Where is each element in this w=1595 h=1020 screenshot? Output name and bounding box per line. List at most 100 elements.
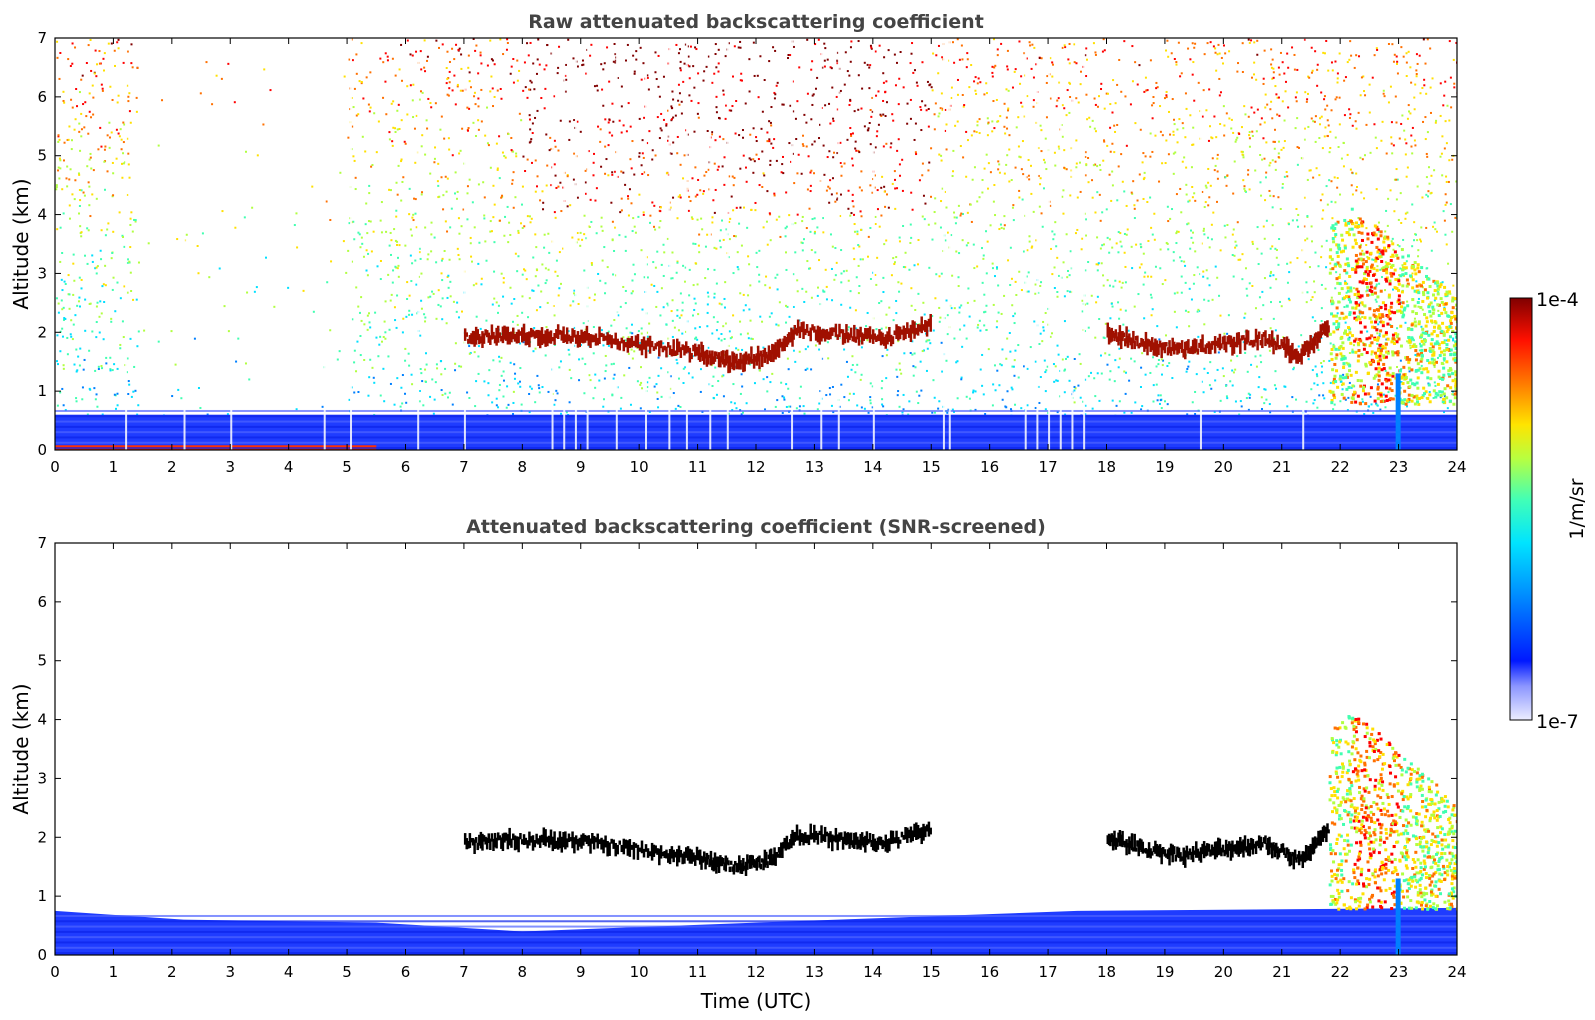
noise-pixel	[1384, 289, 1387, 292]
noise-pixel	[865, 325, 868, 328]
noise-pixel	[1344, 321, 1347, 324]
noise-pixel	[594, 293, 596, 296]
noise-pixel	[1329, 381, 1332, 384]
noise-pixel	[71, 42, 74, 45]
noise-pixel	[1143, 90, 1146, 93]
noise-pixel	[131, 66, 134, 69]
noise-pixel	[354, 176, 357, 179]
noise-pixel	[352, 155, 355, 158]
noise-pixel	[1190, 236, 1193, 239]
cloud-pixel	[1295, 348, 1298, 364]
noise-pixel	[1049, 97, 1052, 100]
noise-pixel	[498, 360, 501, 363]
noise-pixel	[483, 196, 486, 199]
noise-pixel	[730, 109, 733, 112]
noise-pixel	[1076, 196, 1079, 199]
noise-pixel	[1314, 115, 1317, 118]
noise-pixel	[1320, 371, 1323, 374]
noise-pixel	[832, 156, 835, 159]
noise-pixel	[931, 411, 934, 414]
noise-pixel	[1311, 296, 1314, 299]
noise-pixel	[897, 340, 900, 343]
cloud-pixel	[670, 349, 674, 357]
noise-pixel	[927, 223, 930, 226]
noise-pixel	[624, 249, 627, 252]
noise-pixel	[448, 148, 451, 151]
noise-pixel	[1334, 235, 1337, 238]
noise-pixel	[757, 158, 760, 161]
noise-pixel	[1287, 297, 1290, 300]
noise-pixel	[537, 384, 540, 387]
cloud-pixel	[1150, 337, 1154, 351]
noise-pixel	[914, 122, 917, 125]
noise-pixel	[1278, 114, 1281, 117]
noise-pixel	[122, 152, 125, 155]
noise-pixel	[502, 277, 505, 280]
noise-pixel	[1097, 263, 1100, 266]
noise-pixel	[1093, 127, 1096, 130]
noise-pixel	[1120, 153, 1123, 156]
noise-pixel	[1255, 78, 1258, 81]
noise-pixel	[801, 215, 804, 218]
noise-pixel	[810, 68, 813, 71]
noise-pixel	[849, 98, 852, 101]
noise-pixel	[1117, 366, 1120, 369]
noise-pixel	[504, 156, 507, 159]
noise-pixel	[444, 367, 447, 370]
cloud-pixel	[646, 337, 650, 347]
noise-pixel	[1085, 75, 1088, 78]
noise-pixel	[1096, 165, 1099, 168]
cloud-pixel	[720, 351, 724, 363]
noise-pixel	[1430, 249, 1433, 252]
noise-pixel	[363, 323, 366, 326]
cloud-pixel	[1188, 347, 1192, 354]
noise-pixel	[447, 274, 450, 277]
noise-pixel	[858, 151, 861, 154]
noise-pixel	[775, 323, 778, 326]
noise-pixel	[573, 152, 576, 155]
noise-pixel	[526, 215, 529, 218]
cloud-pixel	[1166, 347, 1170, 356]
noise-pixel	[910, 287, 913, 290]
noise-pixel	[1365, 244, 1368, 247]
noise-pixel	[1157, 358, 1160, 361]
noise-pixel	[347, 249, 350, 252]
noise-pixel	[973, 80, 976, 83]
cloud-pixel	[1152, 342, 1156, 356]
noise-pixel	[490, 75, 493, 78]
noise-pixel	[95, 336, 98, 339]
noise-pixel	[427, 253, 430, 256]
noise-pixel	[1263, 388, 1266, 391]
noise-pixel	[57, 169, 60, 172]
noise-pixel	[400, 160, 403, 163]
noise-pixel	[811, 103, 814, 106]
noise-pixel	[646, 331, 649, 334]
noise-pixel	[749, 319, 752, 322]
noise-pixel	[532, 62, 535, 65]
noise-pixel	[884, 205, 887, 208]
noise-pixel	[830, 67, 833, 70]
noise-pixel	[516, 79, 519, 82]
cloud-pixel	[520, 327, 524, 343]
cloud-pixel	[528, 331, 531, 348]
noise-pixel	[919, 360, 922, 363]
noise-pixel	[1166, 403, 1169, 406]
cloud-pixel	[906, 322, 909, 334]
noise-pixel	[648, 376, 651, 379]
noise-pixel	[64, 283, 67, 286]
noise-pixel	[856, 230, 859, 233]
cloud-pixel	[891, 336, 895, 345]
noise-pixel	[1050, 332, 1053, 335]
noise-pixel	[981, 353, 984, 356]
noise-pixel	[1165, 139, 1168, 142]
noise-pixel	[59, 391, 62, 394]
cloud-pixel	[538, 330, 542, 349]
noise-pixel	[396, 294, 399, 297]
noise-pixel	[100, 258, 103, 261]
noise-pixel	[886, 193, 889, 196]
noise-pixel	[660, 129, 663, 132]
cloud-pixel	[898, 326, 902, 340]
noise-pixel	[1087, 261, 1090, 264]
noise-pixel	[404, 244, 407, 247]
noise-pixel	[1248, 145, 1251, 148]
